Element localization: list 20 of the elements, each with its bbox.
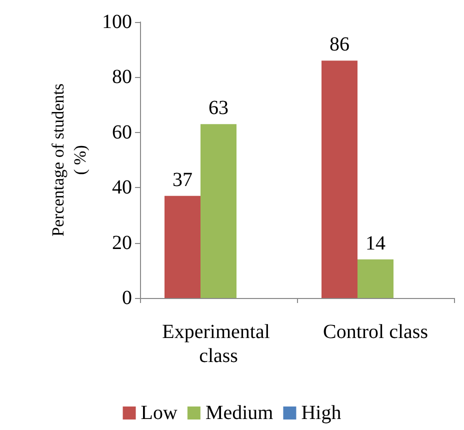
data-label: 37	[172, 168, 192, 191]
data-label: 86	[330, 34, 350, 56]
y-axis-title: Percentage of students ( %)	[48, 84, 90, 236]
x-tick-label: Control class	[323, 321, 428, 343]
y-tick-label: 60	[112, 121, 132, 144]
data-label: 63	[208, 97, 228, 120]
legend-label: High	[301, 402, 342, 424]
y-tick-label: 80	[112, 66, 132, 88]
y-tick-label: 20	[112, 232, 132, 254]
legend-label: Low	[140, 402, 178, 424]
bar	[164, 196, 200, 298]
y-tick-label: 100	[102, 11, 132, 33]
x-tick-label: Experimental class	[162, 321, 275, 367]
bar	[200, 124, 236, 298]
y-tick-label: 0	[122, 287, 132, 309]
y-tick-label: 40	[112, 176, 132, 199]
legend-label: Medium	[205, 402, 274, 424]
bar	[322, 60, 358, 298]
data-label: 14	[366, 232, 386, 254]
bar	[358, 259, 394, 298]
